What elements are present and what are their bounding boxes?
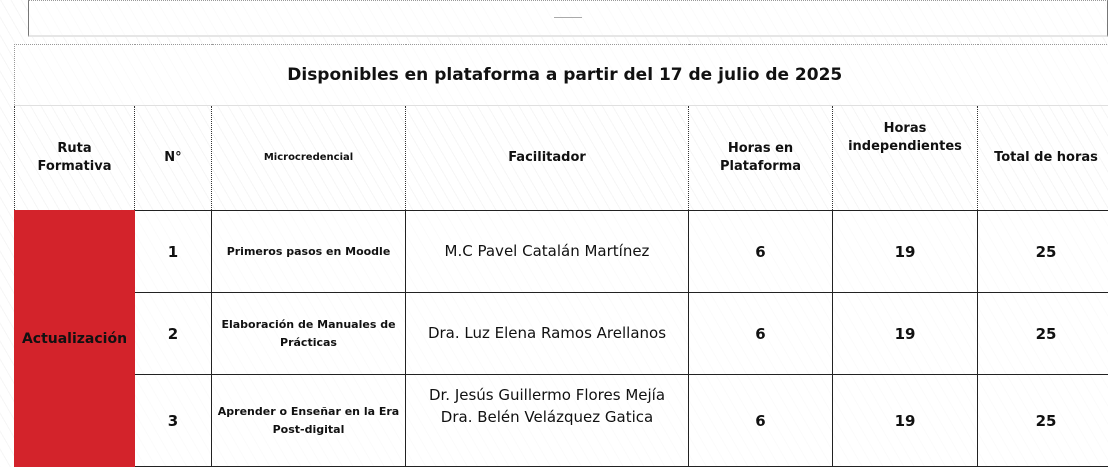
header-microcredencial: Microcredencial — [212, 106, 406, 211]
header-total-horas: Total de horas — [978, 106, 1108, 211]
header-horas-independientes: Horas independientes — [833, 106, 978, 211]
facilitador-name: Dra. Belén Velázquez Gatica — [410, 407, 684, 429]
facilitador-name: Dr. Jesús Guillermo Flores Mejía — [410, 385, 684, 407]
total-horas-cell: 25 — [978, 375, 1108, 467]
divider — [554, 17, 582, 18]
row-number: 1 — [135, 211, 212, 293]
row-number: 2 — [135, 293, 212, 375]
horas-plataforma-cell: 6 — [689, 375, 833, 467]
facilitador-cell: M.C Pavel Catalán Martínez — [406, 211, 689, 293]
horas-plataforma-cell: 6 — [689, 211, 833, 293]
header-facilitador: Facilitador — [406, 106, 689, 211]
table-row: Actualización 1 Primeros pasos en Moodle… — [15, 211, 1108, 293]
horas-independientes-cell: 19 — [833, 211, 978, 293]
header-ruta: Ruta Formativa — [15, 106, 135, 211]
top-frame — [28, 0, 1108, 37]
header-horas-plataforma: Horas en Plataforma — [689, 106, 833, 211]
table-row: 2 Elaboración de Manuales de Prácticas D… — [15, 293, 1108, 375]
header-numero: N° — [135, 106, 212, 211]
facilitador-cell: Dr. Jesús Guillermo Flores Mejía Dra. Be… — [406, 375, 689, 467]
microcredencial-cell: Primeros pasos en Moodle — [212, 211, 406, 293]
total-horas-cell: 25 — [978, 293, 1108, 375]
table-title: Disponibles en plataforma a partir del 1… — [15, 45, 1108, 106]
ruta-cell: Actualización — [15, 211, 135, 467]
microcredencial-cell: Elaboración de Manuales de Prácticas — [212, 293, 406, 375]
table-row: 3 Aprender o Enseñar en la Era Post-digi… — [15, 375, 1108, 467]
total-horas-cell: 25 — [978, 211, 1108, 293]
microcredentials-table: Disponibles en plataforma a partir del 1… — [14, 44, 1108, 467]
horas-independientes-cell: 19 — [833, 293, 978, 375]
row-number: 3 — [135, 375, 212, 467]
horas-independientes-cell: 19 — [833, 375, 978, 467]
header-row: Ruta Formativa N° Microcredencial Facili… — [15, 106, 1108, 211]
facilitador-cell: Dra. Luz Elena Ramos Arellanos — [406, 293, 689, 375]
microcredencial-cell: Aprender o Enseñar en la Era Post-digita… — [212, 375, 406, 467]
horas-plataforma-cell: 6 — [689, 293, 833, 375]
